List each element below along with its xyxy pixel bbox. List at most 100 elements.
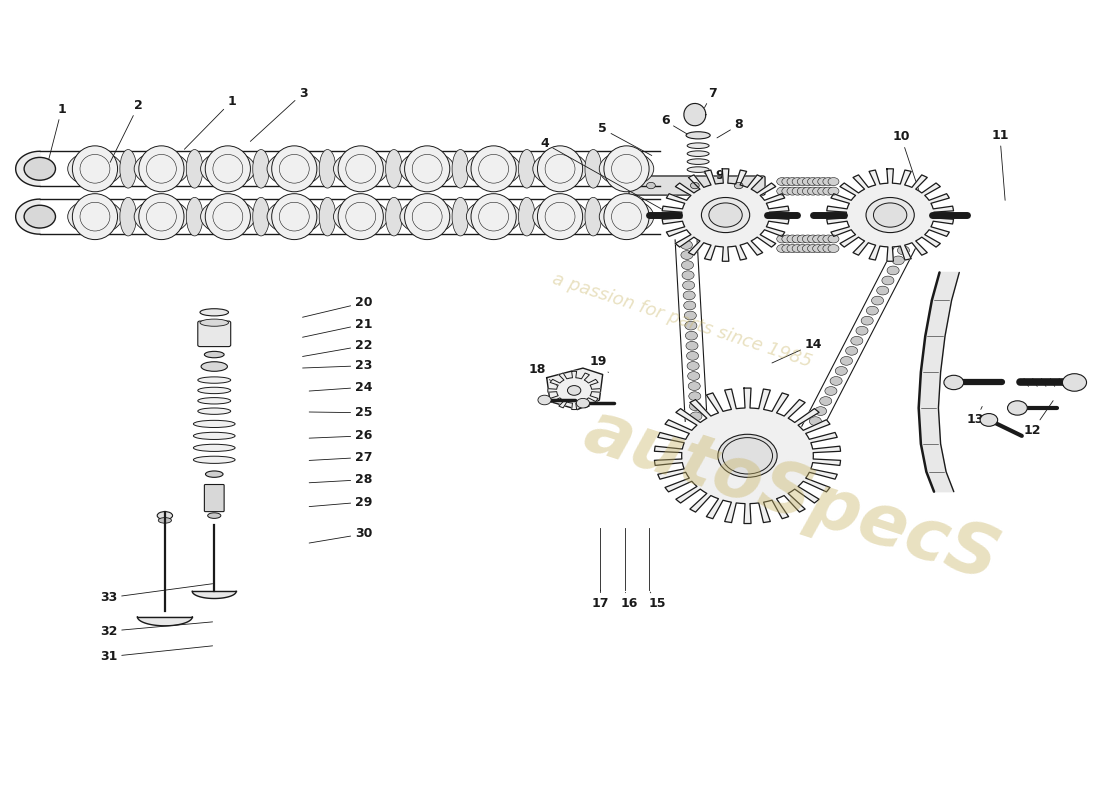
Circle shape [944, 375, 964, 390]
Circle shape [1063, 374, 1087, 391]
Circle shape [786, 245, 798, 253]
Circle shape [682, 261, 693, 270]
Ellipse shape [194, 420, 235, 427]
Circle shape [828, 187, 839, 195]
Circle shape [684, 311, 696, 320]
Circle shape [777, 235, 788, 243]
Circle shape [823, 235, 834, 243]
Ellipse shape [198, 398, 231, 404]
Ellipse shape [200, 151, 255, 186]
Circle shape [887, 266, 899, 275]
Ellipse shape [452, 198, 469, 236]
Text: 32: 32 [100, 622, 212, 638]
Circle shape [688, 372, 700, 380]
Ellipse shape [532, 151, 587, 186]
Circle shape [792, 245, 803, 253]
Ellipse shape [158, 518, 172, 523]
Circle shape [850, 336, 862, 345]
Circle shape [690, 402, 702, 410]
Ellipse shape [272, 146, 317, 192]
Circle shape [802, 245, 813, 253]
Ellipse shape [604, 194, 649, 239]
Circle shape [980, 414, 998, 426]
Circle shape [813, 245, 824, 253]
Text: autoSpecS: autoSpecS [575, 396, 1008, 595]
Circle shape [683, 281, 695, 290]
Circle shape [782, 235, 793, 243]
Polygon shape [192, 591, 236, 598]
Circle shape [777, 178, 788, 186]
Ellipse shape [518, 198, 535, 236]
Circle shape [682, 271, 694, 279]
Circle shape [817, 178, 828, 186]
Ellipse shape [338, 146, 383, 192]
Ellipse shape [73, 194, 118, 239]
Ellipse shape [518, 150, 535, 188]
Text: 1: 1 [185, 94, 236, 150]
Ellipse shape [466, 151, 521, 186]
Ellipse shape [134, 199, 188, 234]
Circle shape [802, 235, 813, 243]
Circle shape [538, 395, 551, 405]
Ellipse shape [471, 146, 516, 192]
Text: 1: 1 [46, 102, 66, 170]
Ellipse shape [319, 150, 336, 188]
Ellipse shape [585, 150, 602, 188]
Ellipse shape [120, 198, 136, 236]
Circle shape [840, 357, 852, 366]
Circle shape [807, 187, 818, 195]
Circle shape [777, 187, 788, 195]
Text: 7: 7 [702, 86, 717, 113]
Circle shape [786, 178, 798, 186]
Polygon shape [827, 169, 954, 262]
Circle shape [823, 187, 834, 195]
Circle shape [814, 406, 826, 415]
Ellipse shape [194, 456, 235, 463]
Circle shape [835, 366, 847, 375]
Circle shape [735, 182, 744, 189]
Ellipse shape [200, 199, 255, 234]
Circle shape [861, 316, 873, 325]
Ellipse shape [319, 198, 336, 236]
Circle shape [786, 187, 798, 195]
Ellipse shape [253, 150, 270, 188]
Ellipse shape [267, 199, 321, 234]
Circle shape [871, 296, 883, 305]
Text: 6: 6 [661, 114, 688, 134]
Circle shape [823, 178, 834, 186]
Circle shape [723, 438, 772, 474]
Circle shape [817, 245, 828, 253]
Text: 20: 20 [302, 296, 372, 318]
Circle shape [683, 291, 695, 300]
Circle shape [813, 235, 824, 243]
Text: 25: 25 [309, 406, 372, 419]
Text: 4: 4 [540, 137, 663, 210]
Text: 27: 27 [309, 451, 372, 464]
Ellipse shape [386, 198, 403, 236]
Circle shape [807, 178, 818, 186]
Text: 23: 23 [302, 359, 372, 372]
Circle shape [802, 178, 813, 186]
Ellipse shape [338, 194, 383, 239]
Ellipse shape [688, 159, 710, 165]
Ellipse shape [200, 309, 229, 316]
Text: 26: 26 [309, 430, 372, 442]
Circle shape [689, 392, 701, 401]
Circle shape [810, 417, 822, 426]
Circle shape [24, 158, 55, 180]
Ellipse shape [466, 199, 521, 234]
Ellipse shape [201, 362, 228, 371]
Text: 16: 16 [620, 592, 638, 610]
Ellipse shape [205, 351, 224, 358]
Ellipse shape [194, 432, 235, 439]
Circle shape [708, 203, 742, 227]
Circle shape [702, 198, 750, 233]
Circle shape [802, 187, 813, 195]
Ellipse shape [198, 387, 231, 394]
Ellipse shape [198, 408, 231, 414]
FancyBboxPatch shape [198, 321, 231, 346]
Polygon shape [15, 199, 40, 234]
Circle shape [576, 398, 590, 408]
Ellipse shape [452, 150, 469, 188]
Ellipse shape [604, 146, 649, 192]
